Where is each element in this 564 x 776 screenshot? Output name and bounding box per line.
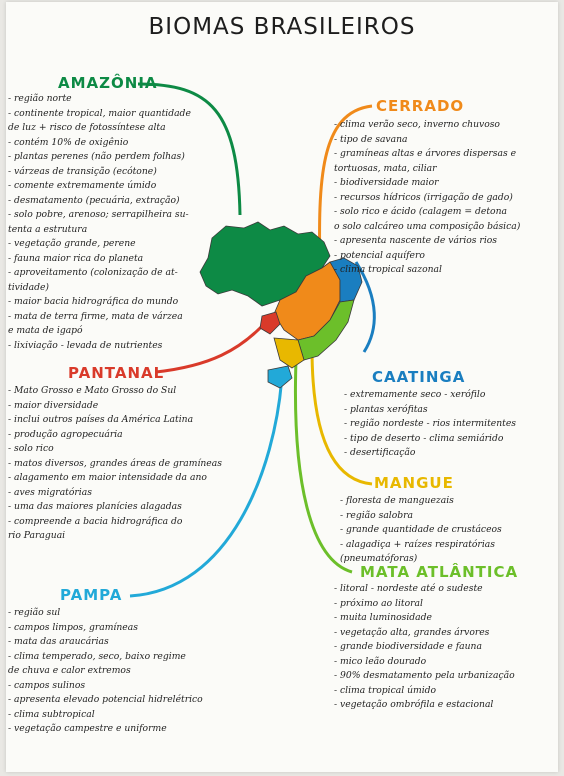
- note-line: - aproveitamento (colonização de at-: [8, 267, 178, 278]
- note-line: tortuosas, mata, ciliar: [334, 162, 437, 174]
- note-line: - tipo de savana: [334, 133, 408, 145]
- note-line: - plantas xerófitas: [344, 403, 428, 415]
- note-line: - matos diversos, grandes áreas de gramí…: [8, 457, 222, 469]
- note-line: - mico leão dourado: [334, 655, 427, 667]
- note-line: (pneumatóforas): [340, 553, 418, 564]
- connector-pampa: [129, 375, 284, 598]
- note-line: e mata de igapó: [8, 325, 83, 336]
- note-line: - desertificação: [344, 447, 416, 458]
- note-line: de luz + risco de fotossíntese alta: [8, 122, 166, 133]
- note-line: - região norte: [8, 93, 72, 104]
- note-line: - alagamento em maior intensidade da ano: [8, 472, 207, 483]
- note-line: - solo pobre, arenoso; serrapilheira su-: [8, 209, 189, 220]
- note-line: - litoral - nordeste até o sudeste: [334, 583, 483, 594]
- note-line: - clima tropical úmido: [334, 684, 437, 696]
- note-line: - produção agropecuária: [8, 428, 123, 440]
- biome-title-mata-atlantica: MATA ATLÂNTICA: [360, 563, 519, 581]
- note-line: - inclui outros países da América Latina: [8, 414, 194, 425]
- note-line: - uma das maiores planícies alagadas: [8, 501, 182, 512]
- note-line: - vegetação grande, perene: [8, 238, 136, 249]
- note-line: - grande biodiversidade e fauna: [334, 641, 482, 652]
- biome-title-cerrado: CERRADO: [376, 97, 465, 115]
- connector-amazonia: [137, 82, 242, 216]
- pampa-region: [267, 365, 293, 389]
- connector-caatinga: [354, 261, 376, 353]
- notes-pantanal: - Mato Grosso e Mato Grosso do Sul - maio…: [8, 384, 222, 544]
- note-line: - clima verão seco, inverno chuvoso: [334, 119, 500, 130]
- notes-amazonia: - região norte - continente tropical, mai…: [8, 92, 191, 353]
- note-line: - lixiviação - levada de nutrientes: [8, 339, 163, 351]
- note-line: - recursos hídricos (irrigação de gado): [334, 191, 513, 203]
- note-line: - apresenta nascente de vários rios: [334, 235, 498, 246]
- note-line: - fauna maior rica do planeta: [8, 252, 144, 264]
- notes-pampa: - região sul - campos limpos, gramíneas - …: [8, 606, 203, 737]
- note-line: - região sul: [8, 607, 61, 618]
- note-line: - clima temperado, seco, baixo regime: [8, 650, 186, 662]
- note-line: o solo calcáreo uma composição básica): [334, 220, 521, 232]
- note-line: - gramíneas altas e árvores dispersas e: [334, 148, 517, 159]
- note-line: - Mato Grosso e Mato Grosso do Sul: [8, 385, 177, 396]
- note-line: - grande quantidade de crustáceos: [340, 524, 502, 535]
- note-line: - comente extremamente úmido: [8, 180, 157, 191]
- biome-title-pampa: PAMPA: [60, 586, 123, 604]
- biome-title-pantanal: PANTANAL: [68, 364, 165, 382]
- pantanal-region: [259, 311, 281, 335]
- page-title: BIOMAS BRASILEIROS: [148, 14, 416, 40]
- note-line: - plantas perenes (não perdem folhas): [8, 151, 185, 162]
- note-line: - tipo de deserto - clima semiárido: [344, 432, 504, 444]
- note-line: - extremamente seco - xerófilo: [344, 389, 486, 400]
- note-line: - campos limpos, gramíneas: [8, 621, 138, 633]
- biome-title-caatinga: CAATINGA: [372, 368, 466, 386]
- note-line: - muita luminosidade: [334, 612, 432, 623]
- note-line: - clima tropical sazonal: [334, 264, 442, 275]
- note-line: - campos sulinos: [8, 679, 86, 691]
- connector-pantanal: [155, 320, 268, 374]
- notes-caatinga: - extremamente seco - xerófilo - plantas …: [344, 388, 516, 461]
- connector-mata-atlantica: [294, 359, 353, 574]
- note-line: - várzeas de transição (ecótone): [8, 165, 157, 177]
- note-line: - região nordeste - rios intermitentes: [344, 418, 516, 429]
- note-line: de chuva e calor extremos: [8, 665, 131, 676]
- note-line: - desmatamento (pecuária, extração): [8, 194, 180, 206]
- note-line: - clima subtropical: [8, 708, 95, 720]
- notes-mata-atlantica: - litoral - nordeste até o sudeste - próx…: [334, 582, 515, 713]
- note-line: - alagadiça + raízes respiratórias: [340, 538, 495, 550]
- note-line: - 90% desmatamento pela urbanização: [334, 670, 515, 681]
- note-line: - contém 10% de oxigênio: [8, 136, 129, 148]
- note-line: - mata de terra firme, mata de várzea: [8, 310, 183, 322]
- note-line: tividade): [8, 281, 50, 293]
- note-line: - biodiversidade maior: [334, 177, 439, 188]
- notes-mangue: - floresta de manguezais - região salobra…: [340, 494, 502, 567]
- note-line: - potencial aquífero: [334, 249, 425, 261]
- biome-title-amazonia: AMAZÔNIA: [58, 74, 158, 92]
- note-line: - compreende a bacia hidrográfica do: [8, 515, 183, 527]
- note-line: tenta a estrutura: [8, 223, 88, 235]
- mangue-region: [273, 337, 305, 369]
- note-line: - vegetação ombrófila e estacional: [334, 699, 494, 710]
- note-line: - maior bacia hidrográfica do mundo: [8, 296, 179, 307]
- mata-atlantica-region: [297, 299, 355, 361]
- connector-mangue: [310, 347, 373, 486]
- note-line: - floresta de manguezais: [340, 495, 454, 506]
- note-line: - maior diversidade: [8, 399, 99, 411]
- note-line: - próximo ao litoral: [334, 597, 423, 609]
- note-line: - continente tropical, maior quantidade: [8, 107, 191, 119]
- note-line: - vegetação alta, grandes árvores: [334, 626, 490, 638]
- notes-cerrado: - clima verão seco, inverno chuvoso - tip…: [334, 118, 520, 278]
- caatinga-region: [329, 257, 363, 303]
- note-line: - solo rico e ácido (calagem = detona: [334, 206, 507, 217]
- note-line: rio Paraguai: [8, 530, 66, 541]
- note-line: - região salobra: [340, 509, 414, 521]
- note-line: - mata das araucárias: [8, 636, 109, 647]
- note-line: - apresenta elevado potencial hidrelétri…: [8, 694, 203, 705]
- note-line: - aves migratórias: [8, 486, 92, 498]
- note-line: - vegetação campestre e uniforme: [8, 723, 167, 734]
- note-line: - solo rico: [8, 443, 54, 454]
- biome-title-mangue: MANGUE: [374, 474, 454, 492]
